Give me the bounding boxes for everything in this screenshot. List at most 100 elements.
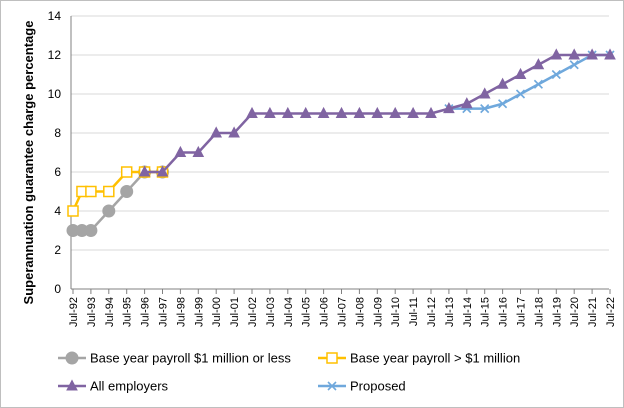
data-point-x bbox=[498, 99, 508, 109]
x-tick-label: Jul-16 bbox=[498, 297, 510, 327]
data-point-triangle bbox=[228, 126, 240, 138]
x-tick-label: Jul-21 bbox=[587, 297, 599, 327]
axes bbox=[70, 16, 611, 294]
x-mark-stroke bbox=[569, 60, 579, 70]
x-tick-label: Jul-07 bbox=[337, 297, 349, 327]
legend-label: All employers bbox=[90, 379, 169, 394]
x-tick-label: Jul-97 bbox=[158, 297, 170, 327]
legend-label: Base year payroll > $1 million bbox=[350, 351, 520, 366]
data-point-triangle bbox=[460, 97, 473, 109]
legend-marker-circle bbox=[65, 351, 79, 365]
x-mark-stroke bbox=[327, 381, 337, 391]
legend-item: Base year payroll > $1 million bbox=[318, 351, 520, 366]
x-tick-label: Jul-10 bbox=[390, 297, 402, 327]
data-point-circle bbox=[84, 224, 98, 237]
x-tick-label: Jul-05 bbox=[301, 297, 313, 327]
y-tick-label: 8 bbox=[54, 126, 61, 140]
x-tick-label: Jul-17 bbox=[516, 297, 528, 327]
data-point-triangle bbox=[478, 87, 491, 99]
legend-marker-triangle bbox=[66, 379, 78, 391]
x-tick-label: Jul-94 bbox=[104, 297, 116, 327]
x-tick-label: Jul-95 bbox=[122, 297, 134, 327]
data-point-triangle bbox=[138, 165, 151, 177]
y-tick-label: 6 bbox=[54, 165, 61, 179]
legend: Base year payroll $1 million or less Base… bbox=[58, 351, 520, 394]
data-point-triangle bbox=[586, 48, 598, 60]
data-point-triangle bbox=[425, 106, 437, 118]
data-point-triangle bbox=[264, 106, 276, 118]
data-point-triangle bbox=[443, 102, 455, 114]
data-point-square bbox=[120, 166, 133, 178]
x-tick-label: Jul-02 bbox=[247, 297, 259, 327]
data-point-triangle bbox=[174, 145, 187, 157]
data-point-triangle bbox=[192, 145, 205, 157]
x-tick-label: Jul-93 bbox=[86, 297, 98, 327]
data-point-triangle bbox=[353, 106, 366, 118]
data-point-circle bbox=[120, 185, 134, 198]
x-mark-stroke bbox=[498, 99, 508, 109]
x-tick-label: Jul-13 bbox=[444, 297, 456, 327]
x-mark-stroke bbox=[533, 79, 543, 89]
legend-item: All employers bbox=[58, 379, 169, 394]
x-tick-label: Jul-09 bbox=[372, 297, 384, 327]
y-tick-label: 12 bbox=[48, 48, 62, 62]
data-point-x bbox=[515, 89, 526, 99]
x-tick-labels: Jul-92 Jul-93 Jul-94 Jul-95 Jul-96 Jul-97 Jul-… bbox=[68, 297, 617, 327]
data-point-triangle bbox=[371, 106, 384, 118]
data-point-square bbox=[85, 185, 97, 198]
gridlines bbox=[71, 15, 609, 251]
legend-label: Base year payroll $1 million or less bbox=[90, 351, 291, 366]
x-tick-label: Jul-99 bbox=[193, 297, 205, 327]
y-tick-label: 4 bbox=[54, 204, 61, 218]
data-point-triangle bbox=[496, 77, 509, 89]
x-tick-label: Jul-06 bbox=[319, 297, 331, 327]
legend-label: Proposed bbox=[350, 379, 406, 394]
data-point-x bbox=[569, 60, 579, 70]
x-tick-label: Jul-01 bbox=[229, 297, 241, 327]
data-point-triangle bbox=[604, 48, 616, 60]
data-point-triangle bbox=[550, 48, 563, 60]
x-tick-label: Jul-15 bbox=[480, 297, 492, 327]
legend-marker-square bbox=[326, 352, 338, 364]
y-tick-label: 2 bbox=[54, 243, 61, 257]
data-point-triangle bbox=[246, 106, 258, 118]
data-point-triangle bbox=[317, 106, 330, 118]
x-tick-label: Jul-18 bbox=[533, 297, 545, 327]
y-tick-label: 0 bbox=[54, 282, 61, 296]
x-mark-stroke bbox=[480, 104, 490, 114]
data-point-x bbox=[533, 79, 543, 89]
legend-item: Base year payroll $1 million or less bbox=[58, 351, 291, 366]
x-tick-label: Jul-92 bbox=[68, 297, 80, 327]
x-tick-label: Jul-03 bbox=[265, 297, 277, 327]
y-axis-label: Superannuation guarantee charge percenta… bbox=[21, 21, 36, 305]
x-tick-label: Jul-04 bbox=[283, 297, 295, 327]
data-point-square bbox=[67, 205, 79, 217]
plot-area bbox=[66, 48, 616, 237]
data-point-triangle bbox=[532, 58, 545, 70]
series-line-x bbox=[448, 53, 610, 110]
x-tick-label: Jul-12 bbox=[426, 297, 438, 327]
data-point-triangle bbox=[210, 126, 223, 138]
data-point-triangle bbox=[299, 106, 312, 118]
x-tick-label: Jul-19 bbox=[551, 297, 563, 327]
data-point-triangle bbox=[568, 48, 581, 60]
data-point-triangle bbox=[156, 165, 169, 177]
data-point-triangle bbox=[389, 106, 402, 118]
data-point-triangle bbox=[514, 67, 527, 79]
y-tick-label: 14 bbox=[48, 9, 62, 23]
x-tick-label: Jul-98 bbox=[175, 297, 187, 327]
x-tick-label: Jul-08 bbox=[354, 297, 366, 327]
data-point-triangle bbox=[407, 106, 419, 118]
x-tick-label: Jul-22 bbox=[605, 297, 617, 327]
data-point-circle bbox=[102, 204, 116, 218]
data-point-x bbox=[551, 69, 561, 80]
x-tick-label: Jul-96 bbox=[140, 297, 152, 327]
x-tick-label: Jul-20 bbox=[569, 297, 581, 327]
x-mark-stroke bbox=[515, 89, 526, 99]
data-point-square bbox=[103, 185, 115, 198]
y-tick-labels: 0 2 4 6 8 10 12 14 bbox=[48, 9, 62, 296]
legend-marker-x bbox=[327, 381, 337, 391]
y-tick-label: 10 bbox=[48, 87, 62, 101]
x-tick-label: Jul-00 bbox=[211, 297, 223, 327]
